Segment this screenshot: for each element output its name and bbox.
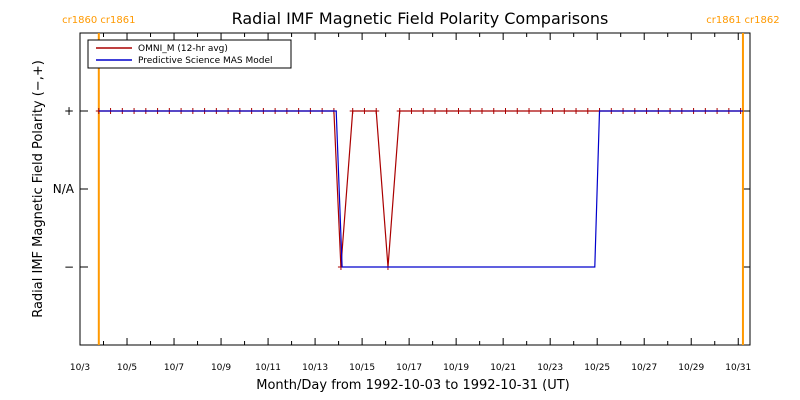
chart-title: Radial IMF Magnetic Field Polarity Compa… xyxy=(232,9,609,28)
data-point xyxy=(502,108,509,114)
x-tick-label: 10/27 xyxy=(631,363,657,373)
x-tick-label: 10/23 xyxy=(537,363,563,373)
data-point xyxy=(549,108,556,114)
data-point xyxy=(420,108,427,114)
x-tick-label: 10/29 xyxy=(678,363,704,373)
x-tick-label: 10/15 xyxy=(349,363,375,373)
data-point xyxy=(467,108,474,114)
x-tick-label: 10/31 xyxy=(725,363,751,373)
data-point xyxy=(455,108,462,114)
x-tick-label: 10/21 xyxy=(490,363,516,373)
carrington-marker-label: cr1860 cr1861 xyxy=(62,15,135,26)
data-point xyxy=(561,108,568,114)
data-point xyxy=(396,108,403,114)
y-axis-label: Radial IMF Magnetic Field Polarity (−,+) xyxy=(31,60,46,318)
y-axis-ticks: + N/A − xyxy=(53,104,750,274)
x-tick-label: 10/25 xyxy=(584,363,610,373)
data-point xyxy=(443,108,450,114)
data-point xyxy=(361,108,368,114)
x-axis-label: Month/Day from 1992-10-03 to 1992-10-31 … xyxy=(256,378,569,393)
y-tick-label: N/A xyxy=(53,182,75,196)
data-point xyxy=(408,108,415,114)
x-tick-label: 10/17 xyxy=(396,363,422,373)
data-point xyxy=(537,108,544,114)
data-point xyxy=(573,108,580,114)
data-point xyxy=(490,108,497,114)
legend-box xyxy=(87,39,292,69)
data-point xyxy=(479,108,485,114)
carrington-rotation-markers: cr1860 cr1861 cr1861 cr1862 xyxy=(62,15,780,345)
series-line-1 xyxy=(98,110,743,268)
data-point xyxy=(373,108,380,114)
series-line-0 xyxy=(98,110,741,268)
x-axis-ticks: 10/3 10/5 10/7 10/9 10/11 10/13 10/15 10/17 10/1… xyxy=(70,33,751,373)
x-tick-label: 10/13 xyxy=(302,363,328,373)
y-tick-label: − xyxy=(64,260,74,274)
legend-label-omni: OMNI_M (12-hr avg) xyxy=(138,44,228,54)
x-tick-label: 10/19 xyxy=(443,363,469,373)
plot-frame xyxy=(79,32,751,346)
legend-label-mas: Predictive Science MAS Model xyxy=(138,56,273,66)
x-tick-label: 10/3 xyxy=(70,363,90,373)
x-tick-label: 10/9 xyxy=(211,363,231,373)
y-tick-label: + xyxy=(64,104,74,118)
x-tick-label: 10/7 xyxy=(164,363,184,373)
data-point xyxy=(584,108,591,114)
x-tick-label: 10/11 xyxy=(255,363,281,373)
data-point xyxy=(514,108,521,114)
data-point xyxy=(349,108,356,114)
data-point xyxy=(431,108,438,114)
data-point xyxy=(526,108,533,114)
carrington-marker-label: cr1861 cr1862 xyxy=(706,15,779,26)
legend: OMNI_M (12-hr avg) Predictive Science MA… xyxy=(87,39,292,69)
x-tick-label: 10/5 xyxy=(117,363,137,373)
data-series xyxy=(95,108,744,270)
